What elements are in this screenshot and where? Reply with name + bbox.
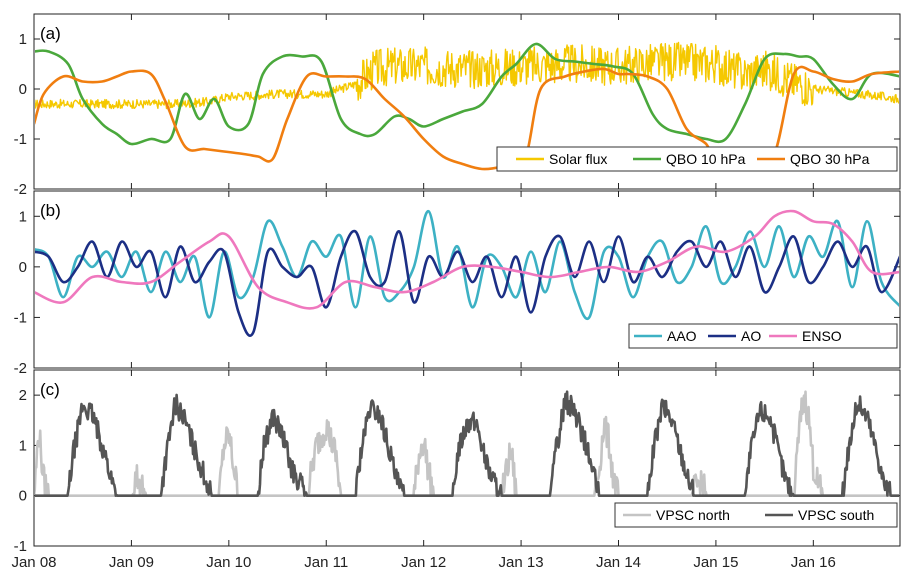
x-tick-label: Jan 14	[596, 554, 641, 571]
y-tick-label: 1	[19, 208, 27, 225]
y-tick-label: 1	[19, 31, 27, 48]
panel-label: (b)	[40, 201, 61, 220]
panel-label: (c)	[40, 380, 60, 399]
panel-label: (a)	[40, 24, 61, 43]
y-tick-label: 0	[19, 81, 27, 98]
y-tick-label: -2	[14, 360, 27, 377]
legend-label-qbo-30-hpa: QBO 30 hPa	[790, 151, 870, 167]
legend-box	[628, 323, 898, 349]
series-line-enso	[35, 209, 899, 310]
y-tick-label: -1	[14, 538, 27, 555]
series-line-vpsc-south	[35, 390, 899, 497]
legend-label-solar-flux: Solar flux	[549, 151, 607, 167]
y-tick-label: 0	[19, 259, 27, 276]
legend-label-ao: AO	[741, 328, 761, 344]
legend-label-qbo-10-hpa: QBO 10 hPa	[666, 151, 746, 167]
y-tick-label: -1	[14, 131, 27, 148]
x-tick-label: Jan 13	[499, 554, 544, 571]
legend-label-vpsc-south: VPSC south	[798, 507, 874, 523]
x-tick-label: Jan 10	[206, 554, 251, 571]
x-tick-label: Jan 09	[109, 554, 154, 571]
x-tick-label: Jan 15	[693, 554, 738, 571]
series-line-qbo-10-hpa	[35, 42, 899, 146]
x-tick-label: Jan 12	[401, 554, 446, 571]
y-tick-label: 2	[19, 387, 27, 404]
legend-label-enso: ENSO	[802, 328, 842, 344]
panel-frame	[33, 190, 901, 369]
legend-box	[614, 502, 898, 528]
y-tick-label: 0	[19, 488, 27, 505]
series-line-vpsc-north	[35, 390, 899, 497]
x-tick-label: Jan 16	[791, 554, 836, 571]
x-tick-label: Jan 11	[304, 554, 348, 571]
legend-box	[496, 146, 898, 172]
panel-frame	[33, 369, 901, 547]
y-tick-label: -1	[14, 309, 27, 326]
x-tick-label: Jan 08	[11, 554, 56, 571]
y-tick-label: 1	[19, 437, 27, 454]
legend-label-aao: AAO	[667, 328, 697, 344]
y-tick-label: -2	[14, 181, 27, 198]
panel-frame	[33, 13, 901, 190]
legend-label-vpsc-north: VPSC north	[656, 507, 730, 523]
series-line-ao	[35, 229, 899, 337]
